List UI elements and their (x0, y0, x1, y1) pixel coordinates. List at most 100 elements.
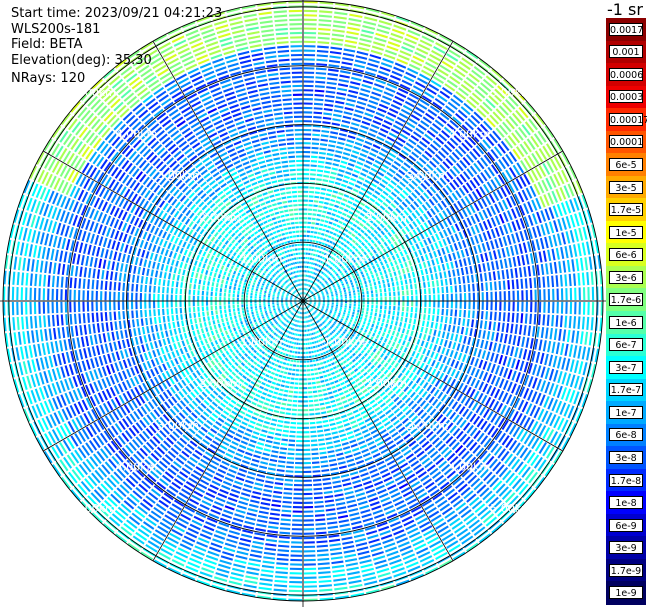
ppi-cell (233, 385, 240, 390)
ppi-cell (309, 300, 312, 301)
ppi-cell (370, 290, 374, 294)
ppi-cell (335, 293, 338, 296)
ppi-cell (303, 558, 316, 562)
ppi-cell (273, 588, 287, 592)
ppi-cell (521, 336, 526, 348)
ppi-cell (347, 259, 351, 264)
ppi-cell (303, 541, 315, 544)
ppi-cell (237, 429, 245, 434)
ppi-cell (338, 220, 343, 225)
ppi-cell (294, 382, 299, 385)
ppi-cell (366, 406, 373, 412)
ppi-cell (377, 267, 382, 272)
ppi-cell (303, 466, 312, 469)
ppi-cell (320, 290, 323, 292)
ppi-cell (115, 533, 128, 544)
ppi-cell (333, 321, 337, 325)
ppi-cell (361, 567, 374, 573)
ppi-cell (319, 147, 327, 151)
ppi-cell (305, 301, 308, 303)
ppi-cell (309, 337, 312, 341)
ppi-cell (423, 179, 431, 187)
ppi-cell (357, 216, 363, 221)
ppi-cell (578, 361, 584, 375)
ppi-cell (331, 296, 334, 298)
ppi-cell (466, 376, 473, 385)
ppi-cell (346, 373, 351, 378)
ppi-cell (396, 399, 403, 406)
ppi-cell (273, 409, 280, 414)
ppi-cell (543, 395, 550, 408)
ppi-cell (325, 330, 328, 334)
ppi-cell (264, 353, 268, 357)
ppi-cell (396, 16, 410, 23)
ppi-cell (204, 558, 217, 566)
ppi-cell (228, 580, 242, 586)
ppi-cell (379, 292, 383, 297)
ppi-cell (320, 366, 325, 370)
ppi-cell (452, 342, 457, 350)
ppi-cell (498, 354, 504, 365)
ppi-cell (260, 461, 269, 465)
ppi-cell (290, 345, 294, 349)
ppi-cell (320, 309, 324, 311)
ppi-cell (449, 205, 456, 214)
ppi-cell (474, 368, 480, 378)
ppi-cell (282, 322, 285, 325)
ppi-cell (253, 454, 261, 459)
ppi-cell (250, 499, 260, 504)
ppi-cell (434, 214, 441, 223)
ppi-cell (298, 316, 300, 319)
ppi-cell (532, 226, 538, 238)
ppi-cell (202, 475, 212, 482)
ppi-cell (259, 582, 273, 587)
ppi-cell (289, 576, 303, 579)
ppi-cell (422, 116, 433, 124)
ppi-cell (524, 313, 528, 324)
ppi-cell (437, 525, 449, 534)
ppi-cell (355, 209, 361, 214)
ppi-cell (337, 284, 341, 288)
ppi-cell (363, 576, 377, 582)
ppi-cell (446, 140, 456, 150)
ppi-cell (356, 341, 360, 346)
ppi-cell (328, 139, 337, 144)
ppi-cell (385, 87, 396, 93)
ppi-cell (309, 413, 315, 416)
ppi-cell (354, 141, 363, 147)
ppi-cell (219, 429, 227, 435)
ppi-cell (366, 136, 375, 142)
ppi-cell (383, 241, 388, 247)
ppi-cell (383, 327, 387, 333)
ppi-cell (369, 95, 380, 101)
ppi-cell (371, 403, 378, 409)
ppi-cell (455, 480, 465, 490)
ppi-cell (564, 274, 568, 287)
ppi-cell (411, 192, 418, 199)
ppi-cell (350, 282, 354, 286)
ppi-cell (318, 23, 332, 27)
ppi-cell (304, 292, 305, 295)
ppi-cell (219, 488, 229, 495)
ppi-cell (563, 185, 571, 199)
ppi-cell (270, 335, 274, 339)
ppi-cell (331, 37, 344, 42)
ppi-cell (208, 513, 220, 519)
ppi-cell (540, 263, 545, 276)
ppi-cell (361, 310, 364, 314)
ppi-cell (279, 346, 283, 350)
ppi-cell (461, 142, 470, 152)
ppi-cell (326, 295, 330, 298)
ppi-cell (238, 468, 248, 473)
ppi-cell (377, 240, 382, 245)
ppi-cell (288, 368, 293, 371)
ppi-cell (292, 318, 294, 321)
ppi-cell (462, 422, 471, 431)
ppi-cell (248, 503, 259, 508)
ppi-cell (324, 103, 334, 107)
ppi-cell (333, 113, 342, 118)
ppi-cell (278, 544, 290, 548)
ppi-cell (352, 394, 358, 400)
ppi-cell (461, 239, 467, 248)
ppi-cell (296, 422, 303, 425)
